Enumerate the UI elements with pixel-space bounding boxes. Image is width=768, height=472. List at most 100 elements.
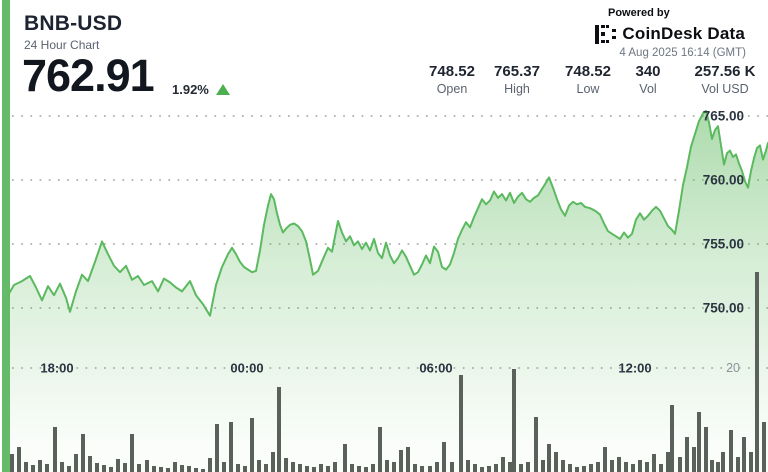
stat-vol-usd-value: 257.56 K [694,63,756,80]
volume-bar [487,466,491,472]
coindesk-logo-icon [595,24,616,44]
volume-bar [413,464,417,472]
volume-bar [357,466,361,472]
volume-bar [298,464,302,472]
volume-bar [420,466,424,472]
stat-high-label: High [504,82,530,96]
volume-bar [742,437,746,472]
volume-bar [762,422,766,472]
volume-bar [716,462,720,472]
volume-bar [659,464,663,472]
volume-bar [603,447,607,472]
volume-bar [494,464,498,472]
stat-vol-label: Vol [639,82,657,96]
volume-bar [305,466,309,472]
change-percent: 1.92% [172,82,209,97]
volume-bar [685,437,689,472]
volume-bar [194,468,198,472]
volume-bar [243,466,247,472]
volume-bar [291,462,295,472]
volume-bar [343,444,347,472]
volume-bar [60,462,64,472]
volume-bar [666,452,670,472]
volume-bar [333,462,337,472]
volume-bar [561,460,565,472]
stat-vol: 340 Vol [603,63,693,98]
volume-bar [526,462,530,472]
volume-bar [692,447,696,472]
volume-bar [519,464,523,472]
volume-bar [541,460,545,472]
volume-bar [145,460,149,472]
volume-bar [547,444,551,472]
volume-bar [95,463,99,472]
volume-bar [201,469,205,472]
volume-bar [568,464,572,472]
volume-bar [277,387,281,472]
volume-bar [755,272,759,472]
volume-bar [180,465,184,472]
volume-bar [271,452,275,472]
volume-bar [582,466,586,472]
volume-bar [81,434,85,472]
volume-bar [364,467,368,472]
volume-bar [554,452,558,472]
volume-bar [159,467,163,472]
volume-bar [596,462,600,472]
volume-bar [534,417,538,472]
volume-bar [38,460,42,472]
volume-bar [137,464,141,472]
volume-bar [24,462,28,472]
volume-bar [257,460,261,472]
volume-bar [473,464,477,472]
volume-bar [31,465,35,472]
coindesk-brand[interactable]: CoinDesk Data [595,24,745,44]
volume-bar [617,457,621,472]
volume-bar [250,418,254,472]
volume-bar [624,462,628,472]
chart-timestamp: 4 Aug 2025 16:14 (GMT) [619,47,746,59]
volume-bar [749,452,753,472]
volume-bar [589,464,593,472]
volume-bar [610,460,614,472]
volume-bar [116,459,120,472]
volume-bar [109,467,113,472]
volume-bar [645,462,649,472]
volume-bar [406,447,410,472]
volume-bar [17,447,21,472]
volume-bar [326,466,330,472]
volume-bar [697,412,701,472]
volume-bar [222,462,226,472]
volume-bar [670,405,674,472]
volume-bar [428,466,432,472]
stat-high-value: 765.37 [494,63,540,80]
price-change: 1.92% [172,82,230,97]
volume-bar [512,369,516,472]
volume-bar [88,456,92,472]
volume-bar [67,466,71,472]
stat-vol-usd-label: Vol USD [701,82,749,96]
volume-bar [74,454,78,472]
stat-vol-value: 340 [635,63,661,80]
volume-bar [10,454,14,472]
volume-bar [166,468,170,472]
volume-bar [704,427,708,472]
volume-bar [736,457,740,472]
volume-bar [399,450,403,472]
volume-bar [435,462,439,472]
stat-open-label: Open [436,82,468,96]
coindesk-brand-text: CoinDesk Data [622,24,745,43]
volume-bar [130,434,134,472]
chart-subtitle: 24 Hour Chart [24,38,100,52]
volume-bar [501,457,505,472]
volume-bar [710,460,714,472]
volume-bar [721,452,725,472]
stat-low-value: 748.52 [565,63,611,80]
price-line [7,109,768,317]
volume-bar [350,464,354,472]
stat-open: 748.52 Open [407,63,497,98]
volume-bar [123,463,127,472]
volume-bar [173,462,177,472]
volume-bar [480,467,484,472]
